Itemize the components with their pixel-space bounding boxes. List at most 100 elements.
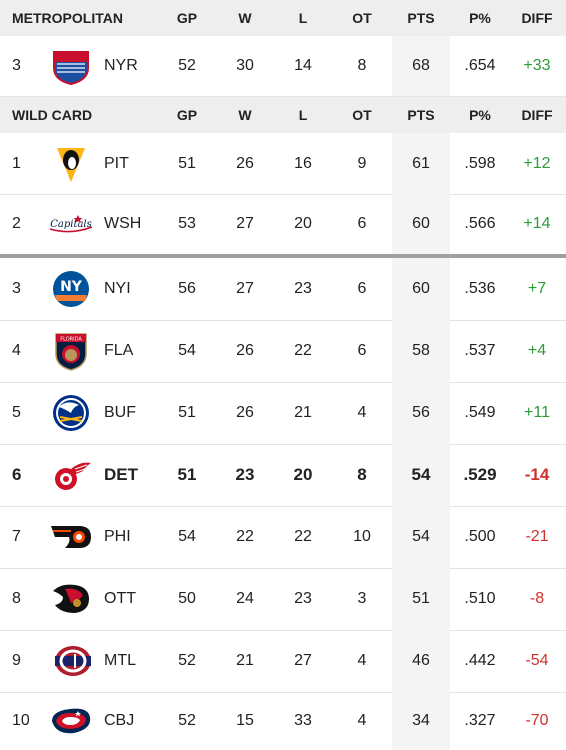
ot-value: 9 — [357, 154, 367, 172]
flyers-logo[interactable] — [48, 506, 94, 568]
diff-value: +12 — [523, 154, 551, 172]
col-pct-header[interactable]: P% — [469, 10, 491, 26]
pts-value: 61 — [412, 154, 430, 172]
pts-value: 58 — [412, 342, 430, 359]
panthers-logo[interactable]: FLORIDA — [48, 320, 94, 382]
w-value: 22 — [236, 528, 254, 545]
ot-value: 6 — [357, 215, 367, 232]
pct-value: .500 — [464, 528, 496, 545]
diff-value: +7 — [527, 280, 547, 297]
wildcard-header: WILD CARD GP W L OT PTS P% DIFF — [0, 97, 566, 133]
rank: 3 — [12, 57, 21, 74]
pts-column-shade — [392, 444, 450, 506]
rank: 4 — [12, 342, 21, 359]
w-value: 23 — [235, 465, 255, 484]
gp-value: 52 — [178, 652, 196, 669]
table-row[interactable]: 7 PHI 54 22 22 10 54 .500 -21 — [0, 506, 566, 569]
col-pct-header[interactable]: P% — [469, 107, 491, 123]
pts-value: 56 — [412, 404, 430, 421]
l-value: 20 — [294, 215, 312, 232]
team-abbr[interactable]: MTL — [104, 652, 136, 669]
w-value: 26 — [236, 154, 254, 172]
svg-text:NY: NY — [60, 279, 83, 295]
team-abbr[interactable]: PIT — [104, 154, 129, 172]
sabres-logo[interactable] — [48, 382, 94, 444]
col-diff-header[interactable]: DIFF — [521, 107, 553, 123]
pts-column-shade — [392, 320, 450, 382]
team-abbr[interactable]: OTT — [104, 590, 136, 607]
section-title: WILD CARD — [12, 107, 93, 123]
canadiens-logo[interactable] — [48, 630, 94, 692]
pct-value: .654 — [464, 57, 496, 74]
w-value: 27 — [236, 215, 254, 232]
col-w-header[interactable]: W — [238, 107, 252, 123]
team-abbr[interactable]: FLA — [104, 342, 134, 359]
penguins-logo[interactable] — [48, 133, 94, 194]
gp-value: 54 — [178, 342, 196, 359]
team-abbr[interactable]: PHI — [104, 528, 131, 545]
team-abbr[interactable]: DET — [104, 465, 138, 484]
team-abbr[interactable]: NYI — [104, 280, 131, 297]
w-value: 21 — [236, 652, 254, 669]
table-row[interactable]: 10 CBJ 52 15 33 4 34 .327 -70 — [0, 692, 566, 750]
col-pts-header[interactable]: PTS — [407, 107, 435, 123]
w-value: 30 — [236, 57, 254, 74]
col-gp-header[interactable]: GP — [176, 107, 198, 123]
w-value: 15 — [236, 712, 254, 729]
pts-column-shade — [392, 133, 450, 194]
table-row[interactable]: 5 BUF 51 26 21 4 56 .549 +11 — [0, 382, 566, 445]
l-value: 27 — [294, 652, 312, 669]
gp-value: 50 — [178, 590, 196, 607]
table-row[interactable]: 1 PIT 51 26 16 9 61 .598 +12 — [0, 133, 566, 195]
rank: 8 — [12, 590, 21, 607]
pct-value: .510 — [464, 590, 496, 607]
l-value: 20 — [293, 465, 313, 484]
team-abbr[interactable]: NYR — [104, 57, 138, 74]
ot-value: 4 — [357, 404, 367, 421]
diff-value: -14 — [524, 465, 550, 484]
col-gp-header[interactable]: GP — [176, 10, 198, 26]
pts-column-shade — [392, 568, 450, 630]
diff-value: +4 — [527, 342, 547, 359]
table-row[interactable]: 3 NY NYI 56 27 23 6 60 .536 +7 — [0, 258, 566, 321]
rank: 3 — [12, 280, 21, 297]
pct-value: .442 — [464, 652, 496, 669]
red-wings-logo[interactable] — [48, 444, 94, 506]
islanders-logo[interactable]: NY — [48, 258, 94, 320]
table-row-highlighted[interactable]: 6 DET 51 23 20 8 54 .529 -14 — [0, 444, 566, 507]
team-abbr[interactable]: BUF — [104, 404, 136, 421]
col-w-header[interactable]: W — [238, 10, 252, 26]
pct-value: .537 — [464, 342, 496, 359]
table-row[interactable]: 9 MTL 52 21 27 4 46 .442 -54 — [0, 630, 566, 693]
blue-jackets-logo[interactable] — [48, 692, 94, 750]
l-value: 22 — [294, 342, 312, 359]
col-l-header[interactable]: L — [298, 10, 308, 26]
table-row[interactable]: 4 FLORIDA FLA 54 26 22 6 58 .537 +4 — [0, 320, 566, 383]
col-ot-header[interactable]: OT — [352, 107, 372, 123]
pts-value: 54 — [412, 528, 430, 545]
capitals-logo[interactable]: Capitals — [48, 194, 94, 254]
ot-value: 6 — [357, 342, 367, 359]
rank: 7 — [12, 528, 21, 545]
metropolitan-header: METROPOLITAN GP W L OT PTS P% DIFF — [0, 0, 566, 36]
ot-value: 4 — [357, 652, 367, 669]
pts-value: 46 — [412, 652, 430, 669]
col-pts-header[interactable]: PTS — [407, 10, 435, 26]
pts-value: 68 — [412, 57, 430, 74]
col-diff-header[interactable]: DIFF — [521, 10, 553, 26]
col-ot-header[interactable]: OT — [352, 10, 372, 26]
team-abbr[interactable]: CBJ — [104, 712, 135, 729]
rank: 5 — [12, 404, 21, 421]
rangers-logo[interactable] — [48, 36, 94, 96]
table-row[interactable]: 2 Capitals WSH 53 27 20 6 60 .566 +14 — [0, 194, 566, 254]
team-abbr[interactable]: WSH — [104, 215, 142, 232]
pct-value: .549 — [464, 404, 496, 421]
l-value: 22 — [294, 528, 312, 545]
table-row[interactable]: 3 NYR 52 30 14 8 68 .654 +33 — [0, 36, 566, 97]
ot-value: 6 — [357, 280, 367, 297]
col-l-header[interactable]: L — [298, 107, 308, 123]
gp-value: 51 — [177, 465, 197, 484]
senators-logo[interactable] — [48, 568, 94, 630]
pts-value: 54 — [411, 465, 431, 484]
table-row[interactable]: 8 OTT 50 24 23 3 51 .510 -8 — [0, 568, 566, 631]
